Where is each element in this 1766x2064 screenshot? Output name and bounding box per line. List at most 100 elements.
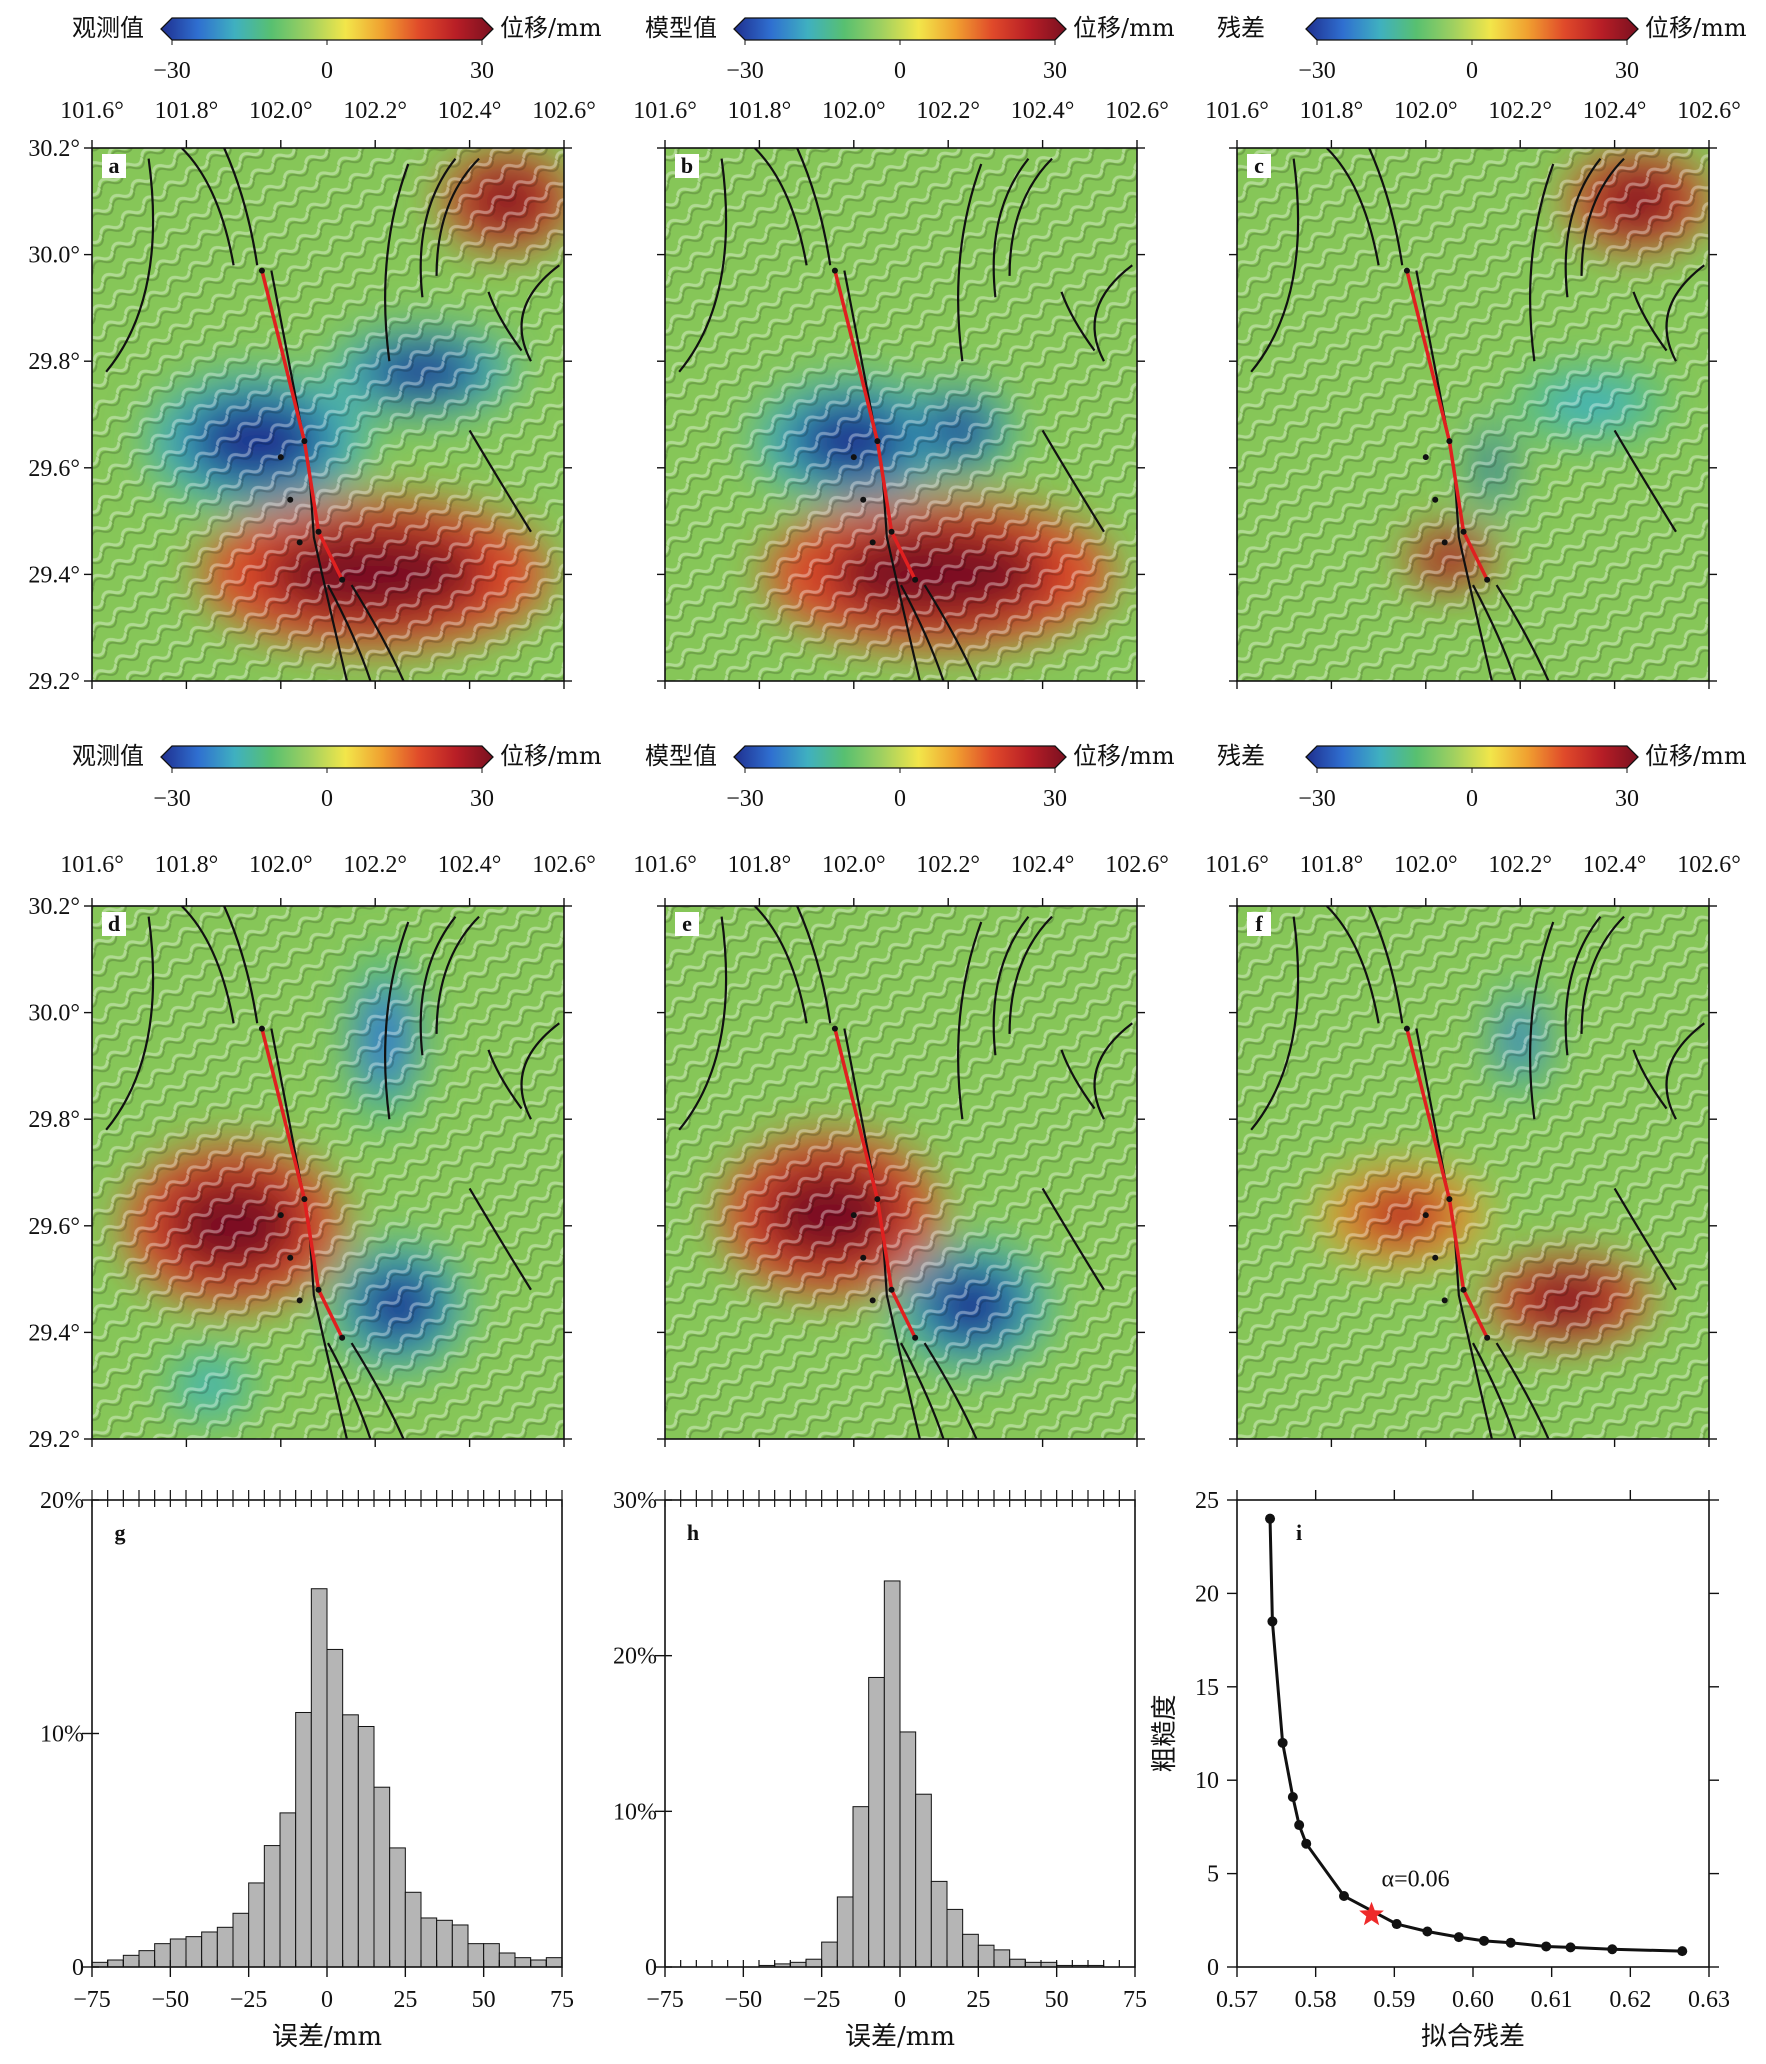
fault-line [1582,917,1624,1034]
rupture-trace [1405,1028,1489,1339]
rupture-trace [260,270,344,581]
fault-line [1416,1029,1492,1439]
lon-tick-label: 102.0° [1394,852,1458,878]
rupture-node [277,454,284,461]
x-tick-label: 0.57 [1216,1987,1258,2013]
rupture-node [258,1025,265,1032]
map-area [665,906,1137,1439]
fault-line [1327,148,1379,265]
lat-tick-label: 30.2° [28,894,80,920]
fault-line [352,585,404,681]
fault-line [1416,271,1492,681]
y-tick-label: 0 [72,1955,84,1981]
colorbar-tick-label: 0 [321,786,333,812]
histogram-bar [883,1580,901,1968]
fault-line [1010,159,1052,276]
l-curve-point [1267,1616,1278,1627]
histogram-bar [805,1958,823,1968]
l-curve-point [1277,1737,1288,1748]
panel-letter-box [1247,154,1271,178]
lon-tick-label: 102.0° [1394,98,1458,124]
rupture-node [860,1254,867,1261]
l-curve-point [1479,1935,1490,1946]
fault-line [470,1188,531,1289]
l-curve-point [1541,1941,1552,1952]
lon-tick-label: 101.8° [728,98,792,124]
map-panel-c: 残差 位移/mm −30 0 30 c 101.6° 101.8° 102.0° 102.2° 10… [1205,14,1747,689]
lon-tick-label: 102.2° [916,98,980,124]
hillshade [665,906,1137,1439]
colorbar-label: 模型值 [645,14,717,42]
rupture-node [315,528,322,535]
fault-line [1043,430,1104,531]
rupture-node [277,1212,284,1219]
colorbar-tick-label: 30 [470,786,494,812]
x-tick-label: 0.61 [1531,1987,1573,2013]
colorbar-tick-label: 0 [321,58,333,84]
x-tick-label: 0.62 [1609,1987,1651,2013]
histogram-g: −75 −50 −25 0 25 50 75 0 10% 20% 误差/mm g [40,1488,574,2052]
lon-tick-label: 102.4° [1583,98,1647,124]
histogram-bar [154,1943,171,1968]
histogram-bar [498,1952,516,1968]
x-tick-label: 0.59 [1373,1987,1415,2013]
faults [1251,148,1704,681]
histogram-bar [962,1933,979,1968]
histogram-bar [389,1847,406,1968]
rupture-node [888,1286,895,1293]
colorbar-label: 模型值 [645,742,717,770]
rupture-node [1446,1196,1453,1203]
l-curve-point [1294,1820,1305,1831]
lon-tick-label: 101.6° [1205,98,1269,124]
x-tick-label: 25 [393,1987,417,2013]
lon-tick-label: 101.8° [155,98,219,124]
fault-line [385,164,408,361]
y-tick-label: 20 [1195,1581,1219,1607]
fault-line [1497,1343,1549,1439]
colorbar-tick-label: 30 [1615,786,1639,812]
fault-line [182,906,234,1023]
histogram-h: −75 −50 −25 0 25 50 75 0 10% 20% 30% 误差/mm h [613,1488,1147,2052]
lat-tick-label: 29.6° [28,1214,80,1240]
lon-tick-label: 101.8° [1300,98,1364,124]
histogram-bar [248,1882,265,1968]
lat-tick-label: 30.2° [28,136,80,162]
fault-line [679,159,726,372]
rupture-node [1403,1025,1410,1032]
l-curve-point [1422,1926,1433,1937]
fault-line [958,164,981,361]
colorbar-unit: 位移/mm [1073,742,1175,770]
rupture-node [1460,1286,1467,1293]
y-tick-label: 5 [1207,1862,1219,1888]
histogram-bar [122,1954,140,1968]
histogram-bar [138,1950,156,1968]
fault-line [1327,906,1379,1023]
colorbar-unit: 位移/mm [1073,14,1175,42]
x-tick-label: 50 [472,1987,496,2013]
panel-letter: i [1296,1520,1302,1545]
histogram-bar [263,1845,281,1968]
rupture-node [869,1297,876,1304]
lon-tick-label: 102.2° [343,98,407,124]
histogram-bar [1009,1958,1026,1968]
optimal-alpha-star [1359,1901,1384,1926]
histogram-bar [279,1812,297,1968]
l-curve-point [1505,1937,1516,1948]
fault-line [1497,585,1549,681]
histogram-bar [232,1912,250,1968]
histogram-panels: −75 −50 −25 0 25 50 75 0 10% 20% 误差/mm g −75 −50 −25 0 2… [40,1488,1147,2052]
map-area [92,148,564,681]
fault-line [1667,1023,1705,1119]
l-curve-panel: α=0.06 0.57 0.58 0.59 0.60 0.61 0.62 0.63 0 5 10 15… [1150,1488,1730,2052]
fault-line [1582,159,1624,276]
histogram-bar [373,1786,391,1968]
fault-line [1633,292,1666,351]
fault-line [925,585,977,681]
l-curve-point [1301,1838,1312,1849]
fault-line [755,906,807,1023]
histogram-bar [930,1880,948,1968]
y-tick-label: 10% [40,1722,84,1748]
fault-line [1530,164,1553,361]
panel-letter: e [682,911,692,936]
x-tick-label: 25 [966,1987,990,2013]
